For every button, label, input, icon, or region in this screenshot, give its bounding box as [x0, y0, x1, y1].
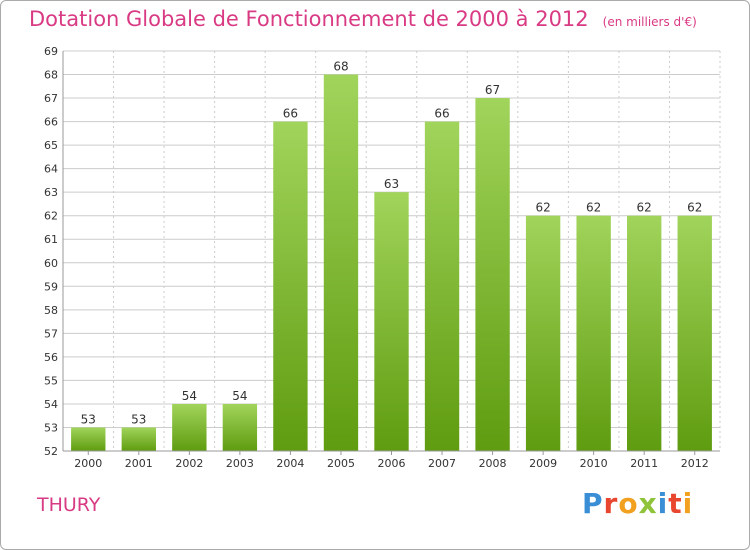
y-tick-label: 59	[44, 280, 58, 293]
y-tick-label: 56	[44, 351, 58, 364]
y-tick-label: 66	[44, 116, 58, 129]
logo-letter: r	[603, 487, 619, 520]
y-tick-label: 62	[44, 210, 58, 223]
bar	[525, 215, 561, 451]
logo-letter: P	[582, 487, 604, 520]
data-label: 62	[586, 201, 601, 215]
y-tick-label: 54	[44, 398, 58, 411]
y-tick-label: 61	[44, 233, 58, 246]
y-tick-label: 69	[44, 45, 58, 58]
x-tick-label: 2012	[681, 457, 709, 470]
y-tick-label: 65	[44, 139, 58, 152]
data-label: 66	[434, 107, 449, 121]
chart-title-unit: (en milliers d'€)	[602, 15, 697, 29]
data-label: 54	[182, 389, 197, 403]
data-label: 62	[535, 201, 550, 215]
bar	[627, 215, 662, 451]
bar	[323, 74, 359, 451]
logo-letter: i	[682, 487, 694, 520]
y-tick-label: 60	[44, 257, 58, 270]
logo-letter: x	[638, 487, 658, 520]
y-tick-label: 57	[44, 327, 58, 340]
bar	[677, 215, 712, 451]
bar	[475, 98, 510, 451]
y-tick-label: 64	[44, 163, 58, 176]
data-label: 63	[384, 177, 399, 191]
proxiti-logo: Proxiti	[582, 487, 693, 520]
x-tick-label: 2005	[327, 457, 355, 470]
data-label: 53	[131, 412, 146, 426]
x-tick-label: 2000	[74, 457, 102, 470]
commune-name: THURY	[37, 494, 101, 516]
bar	[273, 121, 308, 452]
x-tick-label: 2009	[529, 457, 557, 470]
x-tick-label: 2008	[479, 457, 507, 470]
y-tick-label: 67	[44, 92, 58, 105]
logo-letter: t	[668, 487, 683, 520]
bar	[172, 403, 207, 451]
x-tick-label: 2003	[226, 457, 254, 470]
y-tick-label: 52	[44, 445, 58, 458]
x-tick-label: 2001	[125, 457, 153, 470]
y-tick-label: 53	[44, 421, 58, 434]
y-tick-label: 58	[44, 304, 58, 317]
y-tick-label: 68	[44, 69, 58, 82]
x-tick-label: 2004	[276, 457, 304, 470]
bar	[222, 403, 258, 451]
data-label: 66	[283, 107, 298, 121]
x-tick-label: 2006	[378, 457, 406, 470]
bar	[121, 427, 156, 451]
logo-letter: i	[657, 487, 669, 520]
data-label: 68	[333, 60, 348, 74]
chart-title-text: Dotation Globale de Fonctionnement de 20…	[29, 7, 589, 31]
bar	[374, 192, 409, 452]
x-tick-label: 2010	[580, 457, 608, 470]
bar	[424, 121, 460, 452]
bar	[71, 427, 106, 451]
x-tick-label: 2011	[630, 457, 658, 470]
data-label: 67	[485, 83, 500, 97]
y-tick-label: 55	[44, 374, 58, 387]
y-tick-label: 63	[44, 186, 58, 199]
x-tick-label: 2002	[175, 457, 203, 470]
x-tick-label: 2007	[428, 457, 456, 470]
data-label: 53	[81, 412, 96, 426]
bar	[576, 215, 611, 451]
data-label: 62	[687, 201, 702, 215]
logo-letter: o	[618, 487, 639, 520]
data-label: 54	[232, 389, 247, 403]
data-label: 62	[637, 201, 652, 215]
chart-title: Dotation Globale de Fonctionnement de 20…	[29, 7, 697, 31]
